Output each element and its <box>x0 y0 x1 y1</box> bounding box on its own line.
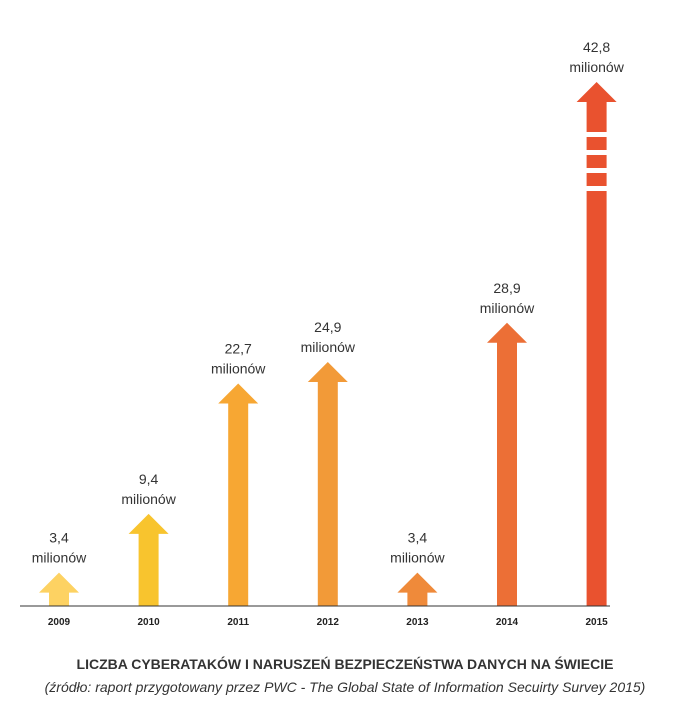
arrow-bar-2012 <box>307 361 348 606</box>
x-tick-label: 2015 <box>585 617 608 628</box>
data-label-unit: milionów <box>121 491 176 507</box>
arrow-bar-2009 <box>39 572 79 606</box>
data-label-unit: milionów <box>32 550 87 566</box>
scale-break-stripe <box>585 186 608 191</box>
scale-break-stripe <box>585 168 608 173</box>
x-tick-label: 2010 <box>137 617 160 628</box>
data-label-unit: milionów <box>480 300 535 316</box>
x-tick-label: 2013 <box>406 617 429 628</box>
data-label-value: 24,9 <box>314 319 341 335</box>
arrow-bar-2011 <box>218 383 259 606</box>
data-label-value: 3,4 <box>49 530 69 546</box>
scale-break-stripe <box>585 132 608 137</box>
data-label-unit: milionów <box>211 361 266 377</box>
arrow-bar-2010 <box>128 513 169 606</box>
x-tick-label: 2009 <box>48 617 71 628</box>
x-tick-label: 2011 <box>227 617 249 628</box>
arrow-bar-2013 <box>397 572 438 606</box>
data-label-value: 9,4 <box>139 471 159 487</box>
data-label-value: 22,7 <box>225 341 252 357</box>
value-labels: 3,4 milionów 9,4 milionów 22,7 milionów 24,9 mi… <box>32 39 625 566</box>
data-label-value: 42,8 <box>583 39 610 55</box>
arrow-bar-2015 <box>576 82 617 606</box>
data-label-value: 3,4 <box>408 530 428 546</box>
scale-break-stripe <box>585 150 608 155</box>
x-tick-labels: 2009 2010 2011 2012 2013 2014 2015 <box>48 617 608 628</box>
x-tick-label: 2012 <box>317 617 340 628</box>
chart-title: LICZBA CYBERATAKÓW I NARUSZEŃ BEZPIECZEŃ… <box>76 656 614 672</box>
x-tick-label: 2014 <box>496 617 519 628</box>
data-label-value: 28,9 <box>493 280 520 296</box>
arrow-bar-2014 <box>487 322 527 606</box>
data-label-unit: milionów <box>569 59 624 75</box>
data-label-unit: milionów <box>390 550 445 566</box>
arrow-bars <box>39 82 617 606</box>
chart-subtitle: (źródło: raport przygotowany przez PWC -… <box>44 679 646 695</box>
data-label-unit: milionów <box>301 339 356 355</box>
